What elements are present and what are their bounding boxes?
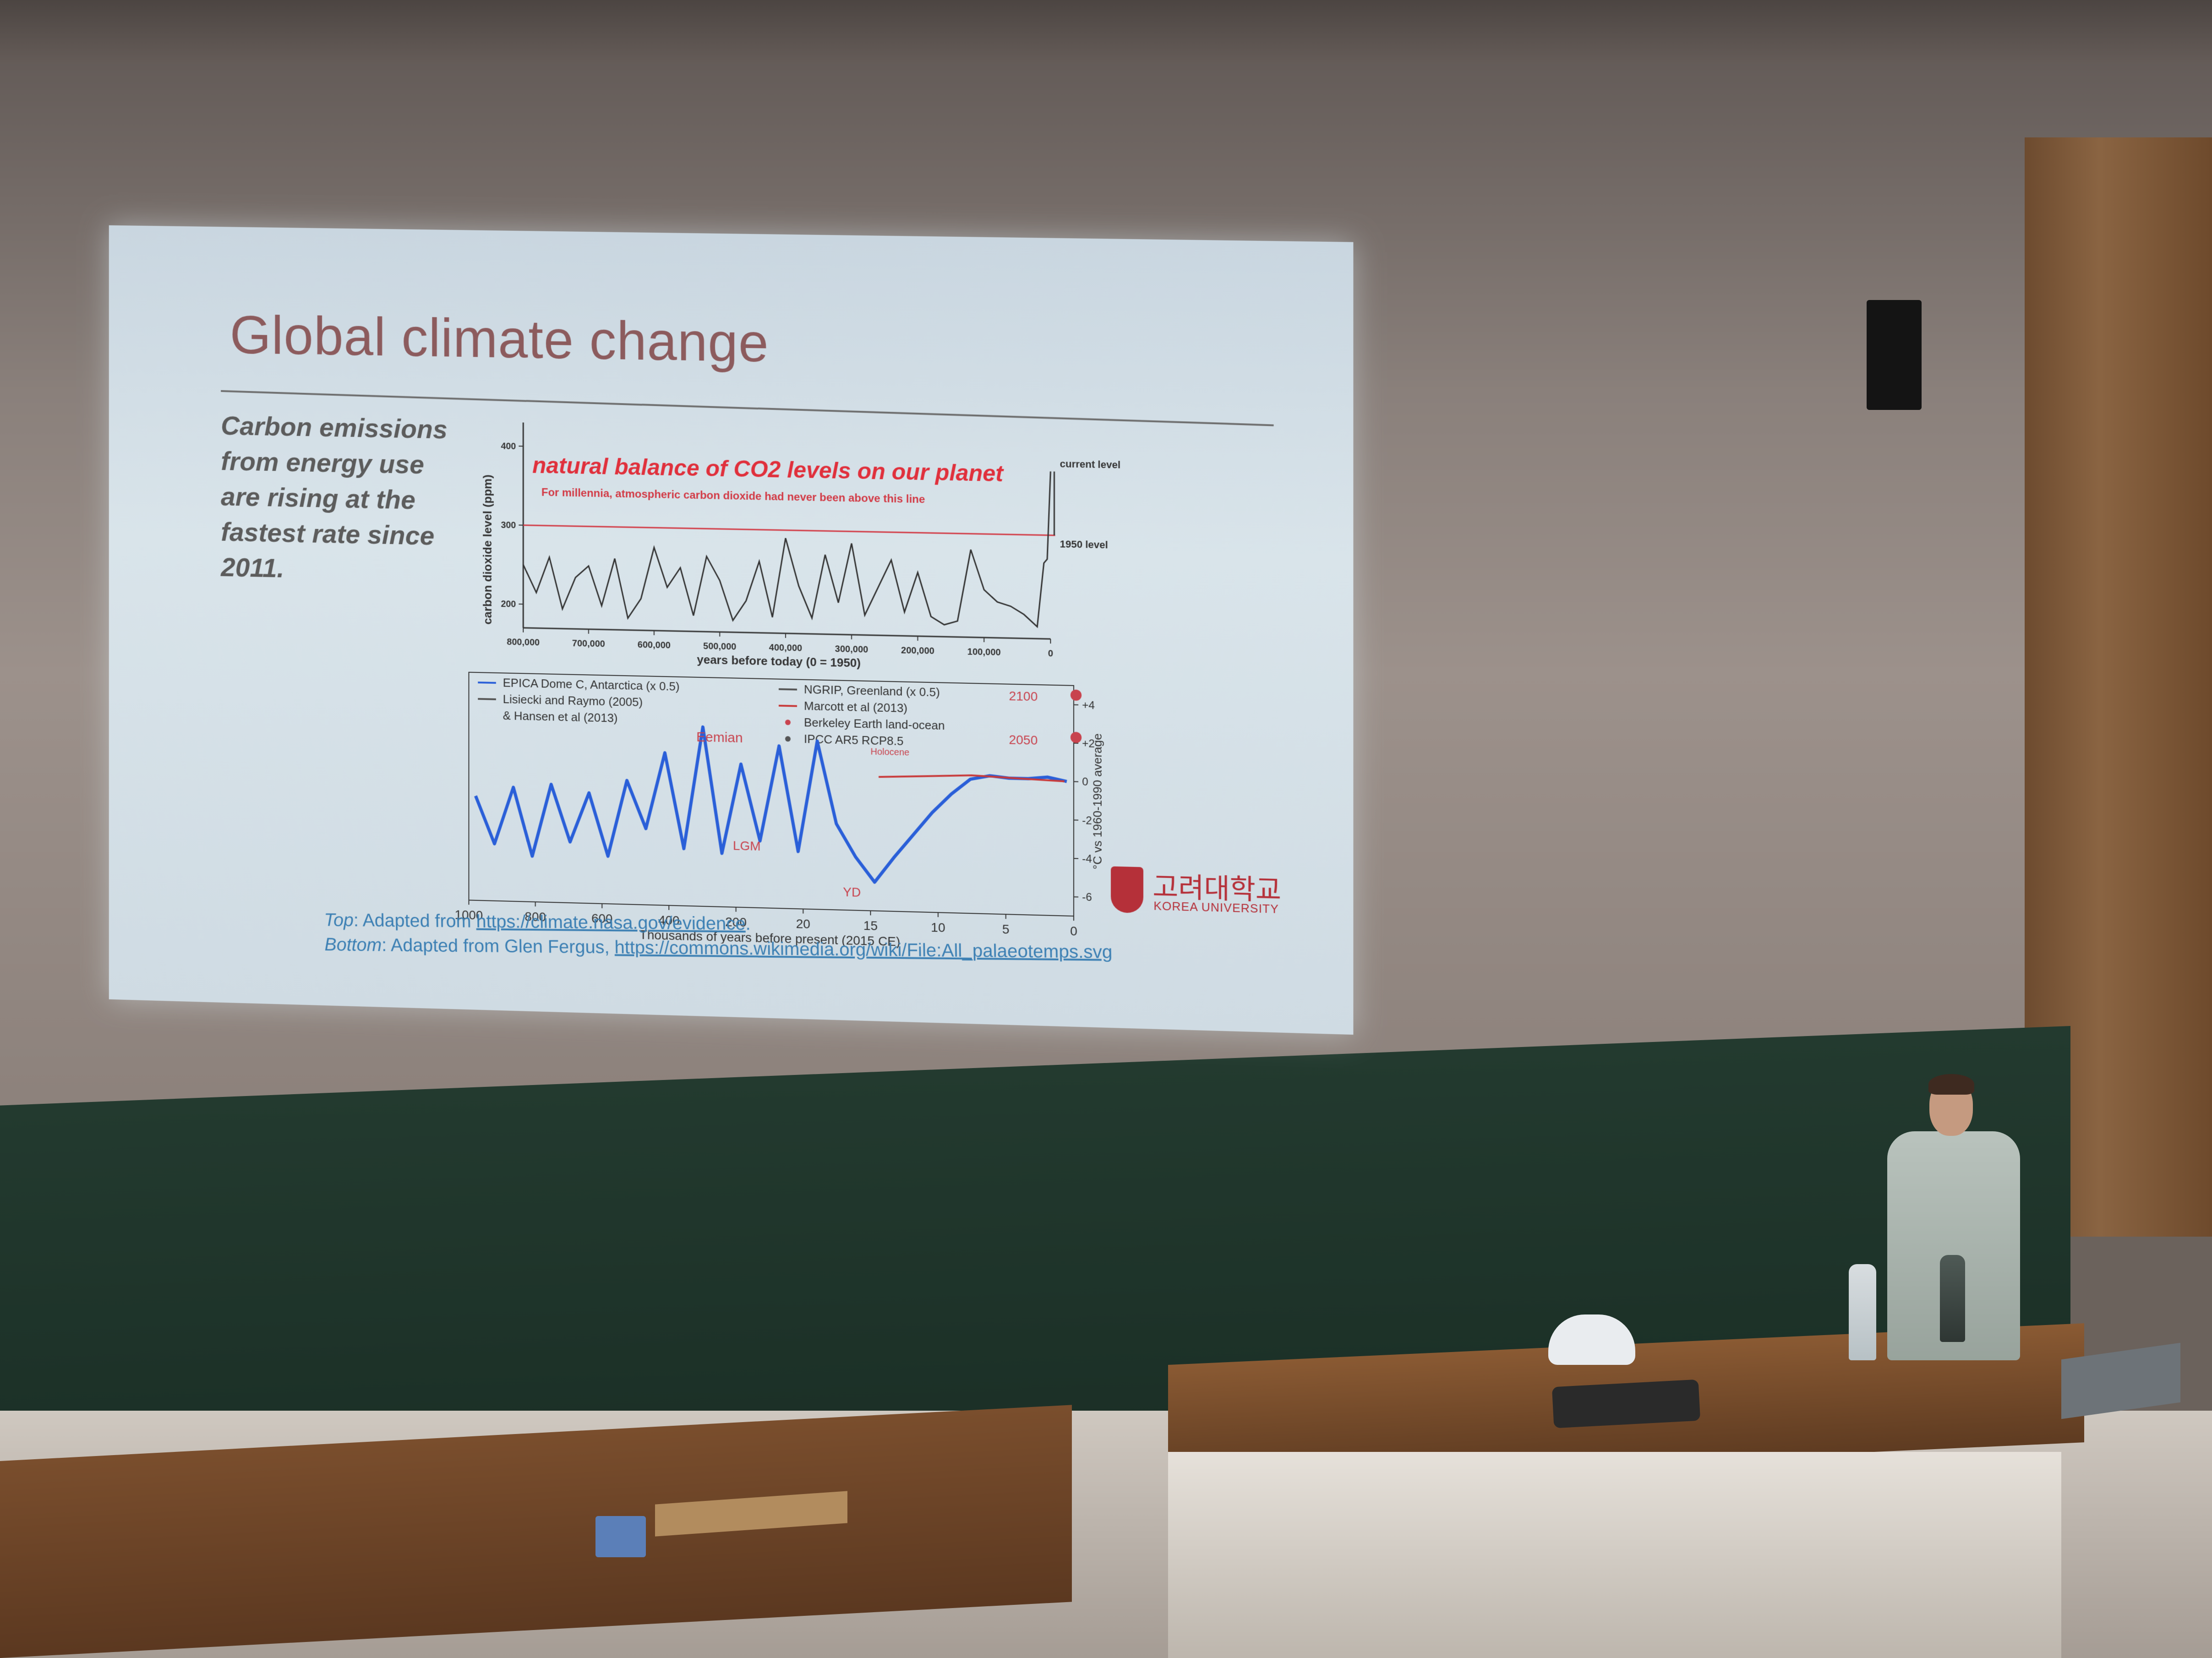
co2-xtick-label: 700,000 — [572, 638, 605, 649]
co2-xlabel: years before today (0 = 1950) — [697, 654, 861, 670]
legend-swatch — [785, 736, 791, 742]
paleo-annotation: LGM — [733, 838, 761, 853]
paleo-annotation: 2100 — [1009, 689, 1038, 704]
water-bottle — [1849, 1264, 1876, 1360]
co2-chart-subtitle: For millennia, atmospheric carbon dioxid… — [541, 486, 925, 506]
co2-xtick-label: 400,000 — [769, 643, 802, 654]
co2-ytick-label: 400 — [501, 441, 516, 452]
co2-xtick-label: 800,000 — [507, 637, 540, 648]
logo-english-text: KOREA UNIVERSITY — [1153, 899, 1279, 916]
lectern-desk-front — [1168, 1452, 2061, 1658]
credit-bottom-text: : Adapted from Glen Fergus, — [382, 935, 615, 958]
paleo-ytick-label: 0 — [1082, 776, 1088, 789]
credit-top-text: : Adapted from — [353, 910, 476, 931]
paleo-annotation: Holocene — [870, 747, 909, 758]
legend-entry: Berkeley Earth land-ocean — [804, 716, 945, 732]
current-level-label: current level — [1060, 458, 1120, 470]
legend-entry: Lisiecki and Raymo (2005) — [503, 693, 643, 709]
paleo-ytick-label: -6 — [1082, 891, 1092, 904]
paleo-annotation: YD — [843, 885, 861, 900]
level-1950-label: 1950 level — [1060, 538, 1108, 551]
presenter-hair — [1928, 1074, 1974, 1095]
legend-swatch — [478, 682, 496, 683]
credit-bottom-link[interactable]: https://commons.wikimedia.org/wiki/File:… — [614, 937, 1113, 962]
credit-top-link[interactable]: https://climate.nasa.gov/evidence — [476, 911, 746, 934]
co2-series-line — [523, 462, 1050, 627]
laptop-bag — [1552, 1380, 1700, 1429]
korea-university-logo: 고려대학교 KOREA UNIVERSITY — [1111, 866, 1288, 926]
university-crest-icon — [1111, 866, 1143, 913]
legend-entry: EPICA Dome C, Antarctica (x 0.5) — [503, 676, 680, 693]
paleo-annotation: Eemian — [696, 729, 743, 746]
slide-title: Global climate change — [230, 304, 769, 375]
projection-marker — [1070, 732, 1081, 743]
side-text-line: are rising at the — [221, 479, 473, 519]
co2-ytick-label: 300 — [501, 520, 516, 531]
legend-swatch — [779, 689, 797, 690]
legend-swatch — [785, 720, 791, 725]
side-text-line: 2011. — [221, 550, 473, 590]
side-text-line: from energy use — [221, 444, 473, 484]
credit-top-label: Top — [324, 910, 354, 930]
wall-speaker — [1867, 300, 1922, 410]
ceiling — [0, 0, 2212, 64]
co2-chart: carbon dioxide level (ppm) years before … — [478, 413, 1236, 685]
legend-entry: Marcott et al (2013) — [804, 700, 907, 715]
legend-entry: NGRIP, Greenland (x 0.5) — [804, 683, 940, 699]
paleo-ytick-label: +4 — [1082, 699, 1095, 712]
source-credits: Top: Adapted from https://climate.nasa.g… — [324, 908, 1113, 965]
legend-entry: & Hansen et al (2013) — [503, 709, 618, 725]
co2-ylabel: carbon dioxide level (ppm) — [481, 474, 494, 625]
paleo-ylabel: °C vs 1960-1990 average — [1091, 733, 1104, 870]
projected-slide: Global climate change Carbon emissions f… — [109, 225, 1354, 1035]
side-text-line: Carbon emissions — [221, 408, 473, 448]
co2-xtick-label: 100,000 — [967, 647, 1001, 658]
water-bottle-dark — [1940, 1255, 1965, 1342]
eraser — [595, 1516, 646, 1557]
projection-marker — [1070, 690, 1081, 701]
co2-1950-line — [523, 525, 1055, 535]
co2-xtick-label: 300,000 — [835, 644, 868, 655]
credit-bottom-label: Bottom — [324, 934, 382, 955]
paleo-plot-frame — [469, 672, 1074, 916]
co2-xtick-label: 200,000 — [901, 645, 934, 656]
paleo-ytick-label: -4 — [1082, 853, 1092, 866]
paleo-ytick-label: -2 — [1082, 814, 1092, 827]
co2-ytick-label: 200 — [501, 599, 516, 610]
credit-top-end: . — [745, 914, 751, 934]
paleo-annotation: 2050 — [1009, 732, 1038, 747]
co2-xtick-label: 500,000 — [703, 641, 736, 652]
slide-side-text: Carbon emissions from energy use are ris… — [221, 408, 473, 590]
co2-xtick-label: 0 — [1048, 649, 1053, 659]
epica-series-line — [475, 722, 1067, 887]
co2-chart-title: natural balance of CO2 levels on our pla… — [532, 452, 1004, 486]
side-text-line: fastest rate since — [221, 514, 473, 555]
co2-xtick-label: 600,000 — [638, 640, 671, 651]
